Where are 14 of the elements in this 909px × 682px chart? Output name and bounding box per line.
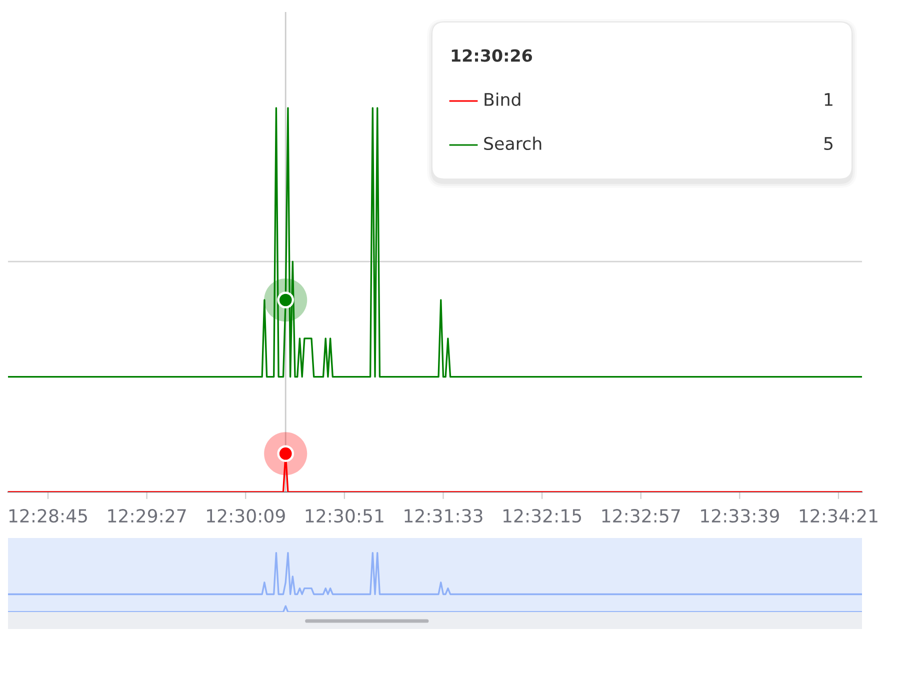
text: 1 xyxy=(824,93,832,106)
x-tick-label: 12:34:21 xyxy=(800,508,878,523)
x-tick-label: 12:31:33 xyxy=(404,508,482,523)
x-tick-label: 12:32:57 xyxy=(602,508,680,523)
annotation: 5 xyxy=(824,137,832,150)
x-tick-label: 12:29:27 xyxy=(108,508,186,523)
legend-title: 12:30:26 xyxy=(452,49,532,62)
x-tick-label: 12:33:39 xyxy=(701,508,779,523)
x-tick-label: 12:30:51 xyxy=(306,508,384,523)
legend-label: Search xyxy=(484,136,542,150)
x-tick-label: 12:30:09 xyxy=(207,508,285,523)
legend-label: Bind xyxy=(484,92,520,106)
x-tick-label: 12:28:45 xyxy=(9,508,87,523)
x-tick-label: 12:32:15 xyxy=(503,508,582,523)
